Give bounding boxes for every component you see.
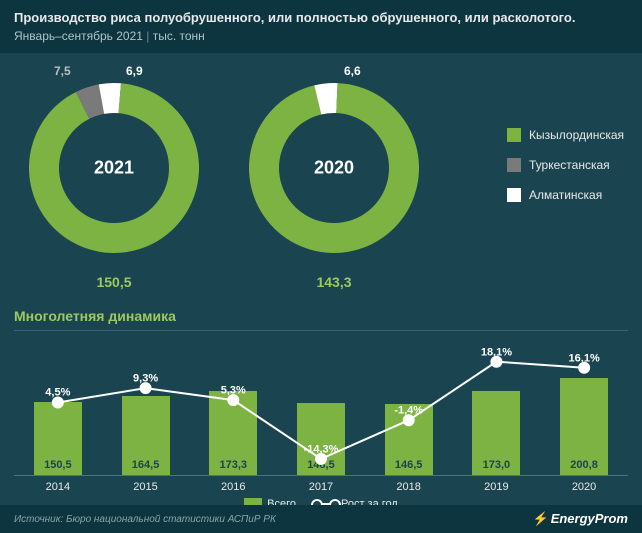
bar: 150,5 <box>34 402 82 475</box>
bar-year-label: 2018 <box>396 481 420 493</box>
donut2-bottom-value: 143,3 <box>316 274 351 290</box>
legend-swatch <box>507 158 521 172</box>
trend-marker <box>141 383 151 393</box>
bar: 173,3 <box>209 391 257 475</box>
donut1-gray-label: 7,5 <box>54 64 71 78</box>
bar-column: 150,52014 <box>17 402 99 475</box>
title: Производство риса полуобрушенного, или п… <box>14 10 628 27</box>
bar-column: 173,32016 <box>192 391 274 475</box>
bar-value: 146,5 <box>395 459 423 471</box>
trend-label: 16,1% <box>569 352 600 364</box>
trend-marker <box>579 363 589 373</box>
bar: 164,5 <box>122 396 170 475</box>
donut-year-label: 2020 <box>314 157 354 178</box>
trend-label: 4,5% <box>45 387 70 399</box>
bar-year-label: 2020 <box>572 481 596 493</box>
bar-year-label: 2016 <box>221 481 245 493</box>
trend-label: 9,3% <box>133 372 158 384</box>
bar-column: 173,02019 <box>455 391 537 474</box>
bar-column: 164,52015 <box>105 396 187 475</box>
legend-swatch <box>507 188 521 202</box>
legend-swatch <box>507 128 521 142</box>
bar: 148,5 <box>297 403 345 475</box>
donut-2021: 2021 7,5 6,9 150,5 <box>14 68 214 268</box>
source-text: Источник: Бюро национальной статистики А… <box>14 514 276 525</box>
donut1-bottom-value: 150,5 <box>96 274 131 290</box>
legend-text: Алматинская <box>529 188 602 202</box>
bar-value: 173,0 <box>483 459 511 471</box>
header: Производство риса полуобрушенного, или п… <box>0 0 642 53</box>
bar-chart: 150,52014164,52015173,32016148,52017 146,… <box>14 341 628 476</box>
donut2-white-label: 6,6 <box>344 64 361 78</box>
donut-legend: Кызылординская Туркестанская Алматинская <box>507 128 624 218</box>
bar-value: 164,5 <box>132 459 160 471</box>
legend-item: Кызылординская <box>507 128 624 142</box>
trend-label: 18,1% <box>481 346 512 358</box>
donut1-white-label: 6,9 <box>126 64 143 78</box>
bar-year-label: 2015 <box>133 481 157 493</box>
period: Январь–сентябрь 2021 <box>14 29 143 43</box>
donut-section: 2021 7,5 6,9 150,5 2020 6,6 143,3 Кызыло… <box>0 53 642 278</box>
trend-label: 5,3% <box>221 384 246 396</box>
bar: 173,0 <box>472 391 520 474</box>
trend-label: -1,4% <box>394 404 423 416</box>
bar-year-label: 2017 <box>309 481 333 493</box>
bar-value: 148,5 <box>307 459 335 471</box>
bar-value: 200,8 <box>570 459 598 471</box>
legend-item: Алматинская <box>507 188 624 202</box>
subtitle: Январь–сентябрь 2021 | тыс. тонн <box>14 29 628 43</box>
bar-value: 173,3 <box>219 459 247 471</box>
bar-year-label: 2014 <box>46 481 70 493</box>
bar-section: 150,52014164,52015173,32016148,52017146,… <box>0 331 642 506</box>
trend-marker <box>491 357 501 367</box>
bar-year-label: 2019 <box>484 481 508 493</box>
donut-year-label: 2021 <box>94 157 134 178</box>
trend-label: -14,3% <box>304 443 339 455</box>
legend-item: Туркестанская <box>507 158 624 172</box>
footer: Источник: Бюро национальной статистики А… <box>0 505 642 533</box>
bar-value: 150,5 <box>44 459 72 471</box>
brand-logo: EnergyProm <box>533 511 629 527</box>
bar-column: 148,52017 <box>280 403 362 475</box>
infographic-container: Производство риса полуобрушенного, или п… <box>0 0 642 533</box>
legend-text: Кызылординская <box>529 128 624 142</box>
legend-text: Туркестанская <box>529 158 610 172</box>
bar: 200,8 <box>560 378 608 475</box>
bar-column: 200,82020 <box>543 378 625 475</box>
unit: тыс. тонн <box>153 29 205 43</box>
donut-2020: 2020 6,6 143,3 <box>234 68 434 268</box>
